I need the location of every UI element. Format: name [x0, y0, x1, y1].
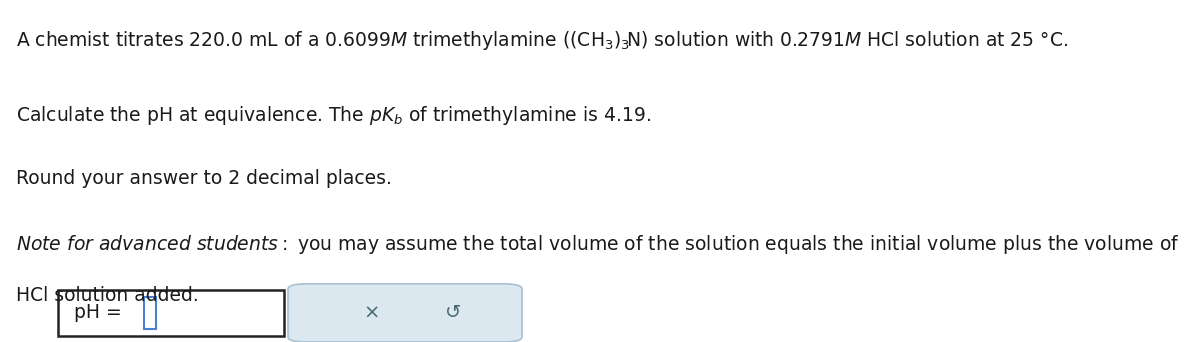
FancyBboxPatch shape [58, 290, 284, 336]
Text: Calculate the pH at equivalence. The $p\it{K}_b$ of trimethylamine is 4.19.: Calculate the pH at equivalence. The $p\… [16, 104, 650, 127]
Text: ↺: ↺ [445, 303, 462, 323]
Text: Round your answer to 2 decimal places.: Round your answer to 2 decimal places. [16, 169, 391, 188]
Text: pH =: pH = [74, 303, 128, 323]
FancyBboxPatch shape [144, 297, 156, 329]
Text: ×: × [364, 303, 380, 323]
FancyBboxPatch shape [288, 284, 522, 342]
Text: A chemist titrates 220.0 mL of a 0.6099$\it{M}$ trimethylamine $\left(\left(\mat: A chemist titrates 220.0 mL of a 0.6099$… [16, 29, 1068, 52]
Text: $\it{Note\ for\ advanced\ students:}$ you may assume the total volume of the sol: $\it{Note\ for\ advanced\ students:}$ yo… [16, 233, 1180, 255]
Text: HCl solution added.: HCl solution added. [16, 286, 198, 305]
